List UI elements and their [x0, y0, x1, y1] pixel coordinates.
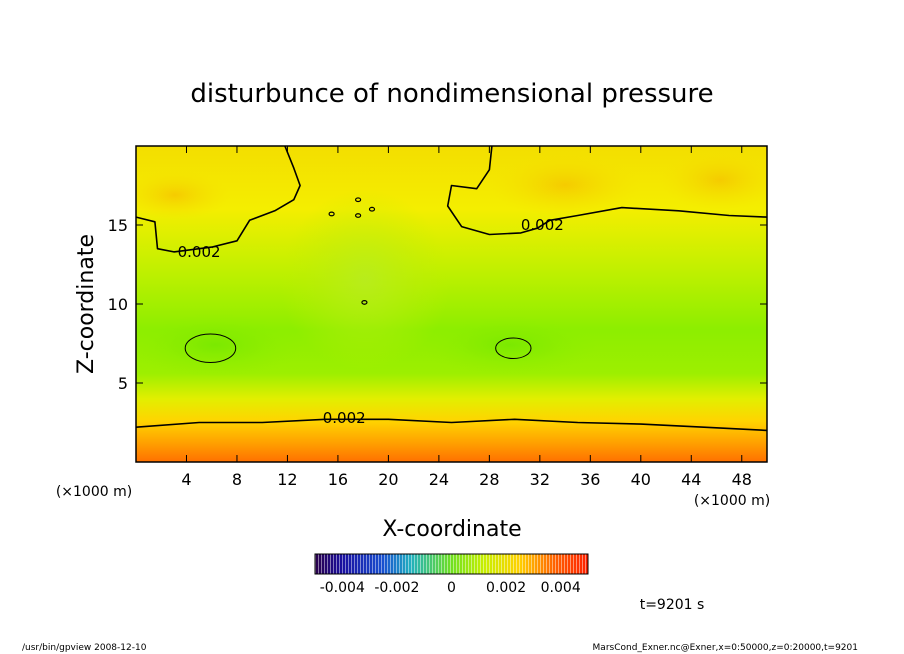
y-tick-label: 10 — [108, 295, 128, 314]
colorbar-ticks: -0.004 -0.002 0 0.002 0.004 — [320, 580, 581, 596]
contour-fragment — [355, 213, 362, 218]
colorbar-tick-label: -0.004 — [320, 580, 365, 596]
x-unit-right: (×1000 m) — [694, 493, 770, 509]
contour-fragment — [368, 206, 376, 212]
time-label: t=9201 s — [640, 597, 705, 613]
x-unit-left: (×1000 m) — [56, 484, 132, 500]
closed-contour — [184, 333, 237, 363]
x-tick-label: 8 — [232, 470, 242, 489]
x-tick-label: 36 — [580, 470, 600, 489]
x-tick-label: 12 — [277, 470, 297, 489]
contour-label: 0.002 — [521, 216, 564, 234]
chart-title: disturbunce of nondimensional pressure — [190, 79, 713, 109]
colorbar — [314, 553, 589, 575]
contour-layer: 0.002 0.002 0.002 — [136, 146, 767, 432]
contour-label: 0.002 — [178, 243, 221, 261]
footer-right: MarsCond_Exner.nc@Exner,x=0:50000,z=0:20… — [593, 643, 858, 653]
x-tick-label: 20 — [378, 470, 398, 489]
colorbar-tick-label: 0.002 — [486, 580, 526, 596]
x-tick-label: 24 — [429, 470, 449, 489]
contour-line — [136, 418, 767, 432]
x-tick-label: 40 — [631, 470, 651, 489]
y-axis-label: Z-coordinate — [74, 234, 99, 374]
contour-label: 0.002 — [323, 409, 366, 427]
x-axis-label: X-coordinate — [382, 517, 521, 542]
x-tick-label: 4 — [181, 470, 191, 489]
x-tick-label: 16 — [328, 470, 348, 489]
heatmap-field — [136, 146, 767, 462]
contour-fragment — [361, 300, 368, 305]
contour-fragment — [355, 197, 362, 203]
footer-left: /usr/bin/gpview 2008-12-10 — [22, 643, 147, 653]
y-tick-label: 15 — [108, 216, 128, 235]
x-tick-label: 32 — [530, 470, 550, 489]
y-tick-label: 5 — [118, 374, 128, 393]
contour-fragment — [328, 211, 335, 217]
x-tick-label: 48 — [732, 470, 752, 489]
contour-line — [136, 146, 301, 253]
y-axis: 5 10 15 — [108, 216, 767, 393]
closed-contour — [495, 337, 532, 360]
x-tick-label: 44 — [681, 470, 701, 489]
contour-line — [446, 146, 767, 236]
x-axis: 4 8 12 16 20 24 28 32 36 40 44 48 — [181, 146, 752, 489]
colorbar-tick-label: 0 — [447, 580, 456, 596]
colorbar-tick-label: 0.004 — [541, 580, 581, 596]
colorbar-tick-label: -0.002 — [374, 580, 419, 596]
x-tick-label: 28 — [479, 470, 499, 489]
